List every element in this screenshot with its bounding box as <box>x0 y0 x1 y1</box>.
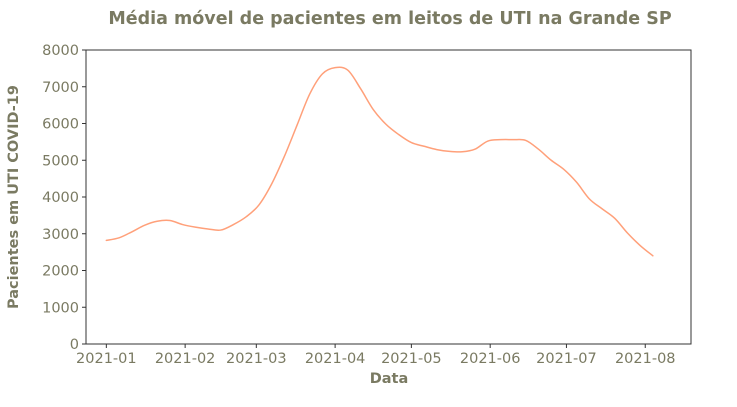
y-tick-label: 0 <box>70 337 79 353</box>
x-tick-label: 2021-07 <box>536 351 597 367</box>
x-tick-label: 2021-04 <box>305 351 366 367</box>
plot-frame <box>85 49 692 345</box>
y-axis: 0 1000 2000 3000 4000 5000 6000 7000 8000 <box>42 43 86 353</box>
y-tick-label: 5000 <box>42 153 79 169</box>
x-tick-label: 2021-08 <box>615 351 676 367</box>
y-axis-label: Pacientes em UTI COVID-19 <box>6 85 22 309</box>
x-tick-label: 2021-05 <box>381 351 442 367</box>
series-layer <box>105 66 654 257</box>
x-axis-label: Data <box>370 371 409 387</box>
y-tick-label: 1000 <box>42 300 79 316</box>
y-tick-label: 7000 <box>42 80 79 96</box>
y-tick-label: 4000 <box>42 190 79 206</box>
chart-title: Média móvel de pacientes em leitos de UT… <box>108 9 672 29</box>
x-tick-label: 2021-02 <box>155 351 216 367</box>
x-tick-label: 2021-06 <box>460 351 521 367</box>
x-axis: 2021-01 2021-02 2021-03 2021-04 2021-05 2021-… <box>76 344 676 367</box>
y-tick-label: 3000 <box>42 227 79 243</box>
x-tick-label: 2021-03 <box>226 351 287 367</box>
y-tick-label: 6000 <box>42 117 79 133</box>
y-tick-label: 8000 <box>42 43 79 59</box>
x-tick-label: 2021-01 <box>76 351 137 367</box>
y-tick-label: 2000 <box>42 264 79 280</box>
series-line <box>105 66 654 257</box>
